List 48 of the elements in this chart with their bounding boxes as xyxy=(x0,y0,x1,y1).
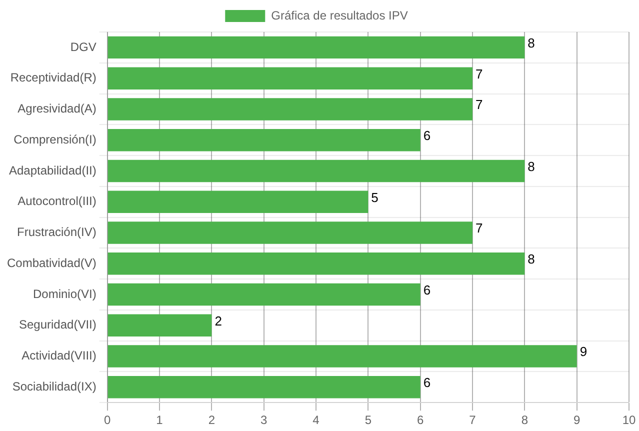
bar xyxy=(108,345,577,368)
data-label: 6 xyxy=(423,375,431,390)
y-tick-label: Seguridad(VII) xyxy=(18,318,96,332)
y-tick-label: Adaptabilidad(II) xyxy=(8,163,96,178)
data-label: 8 xyxy=(528,158,535,174)
x-tick-label: 9 xyxy=(573,413,580,428)
bar xyxy=(108,190,368,213)
data-label: 7 xyxy=(476,220,483,236)
x-tick-label: 7 xyxy=(469,413,476,428)
bar xyxy=(108,283,420,306)
x-tick-label: 0 xyxy=(104,413,112,428)
x-tick-label: 6 xyxy=(417,413,424,428)
y-tick-label: Comprensión(I) xyxy=(14,132,96,146)
legend-label: Gráfica de resultados IPV xyxy=(271,8,408,22)
bar xyxy=(108,128,420,152)
data-label: 6 xyxy=(423,128,431,144)
y-tick-label: Dominio(VI) xyxy=(33,286,96,301)
x-tick-label: 4 xyxy=(312,413,320,428)
data-label: 9 xyxy=(580,344,588,360)
bar xyxy=(108,222,473,244)
y-tick-label: Receptividad(R) xyxy=(10,70,96,85)
bar xyxy=(108,160,525,182)
y-tick-label: DGV xyxy=(70,40,96,54)
data-label: 7 xyxy=(476,66,483,82)
data-label: 6 xyxy=(423,282,431,298)
bar xyxy=(108,98,473,120)
y-tick-label: Autocontrol(III) xyxy=(18,194,96,208)
x-tick-label: 5 xyxy=(364,413,372,428)
y-tick-label: Frustración(IV) xyxy=(17,225,96,240)
x-tick-label: 10 xyxy=(622,413,636,428)
data-label: 8 xyxy=(528,252,535,267)
bar xyxy=(108,314,212,337)
x-tick-label: 1 xyxy=(156,413,164,428)
y-tick-label: Sociabilidad(IX) xyxy=(12,379,96,394)
y-tick-label: Combatividad(V) xyxy=(6,256,96,270)
y-tick-label: Agresividad(A) xyxy=(18,102,96,116)
bar xyxy=(108,36,525,59)
data-label: 8 xyxy=(528,35,535,50)
data-label: 5 xyxy=(371,190,378,205)
bar xyxy=(108,67,473,90)
data-label: 7 xyxy=(476,97,483,112)
x-tick-label: 2 xyxy=(208,413,216,428)
x-tick-label: 8 xyxy=(521,413,528,428)
x-tick-label: 3 xyxy=(260,413,268,428)
data-label: 2 xyxy=(214,313,222,328)
y-tick-label: Actividad(VIII) xyxy=(22,348,96,363)
bar xyxy=(108,376,420,398)
bar xyxy=(108,252,525,275)
